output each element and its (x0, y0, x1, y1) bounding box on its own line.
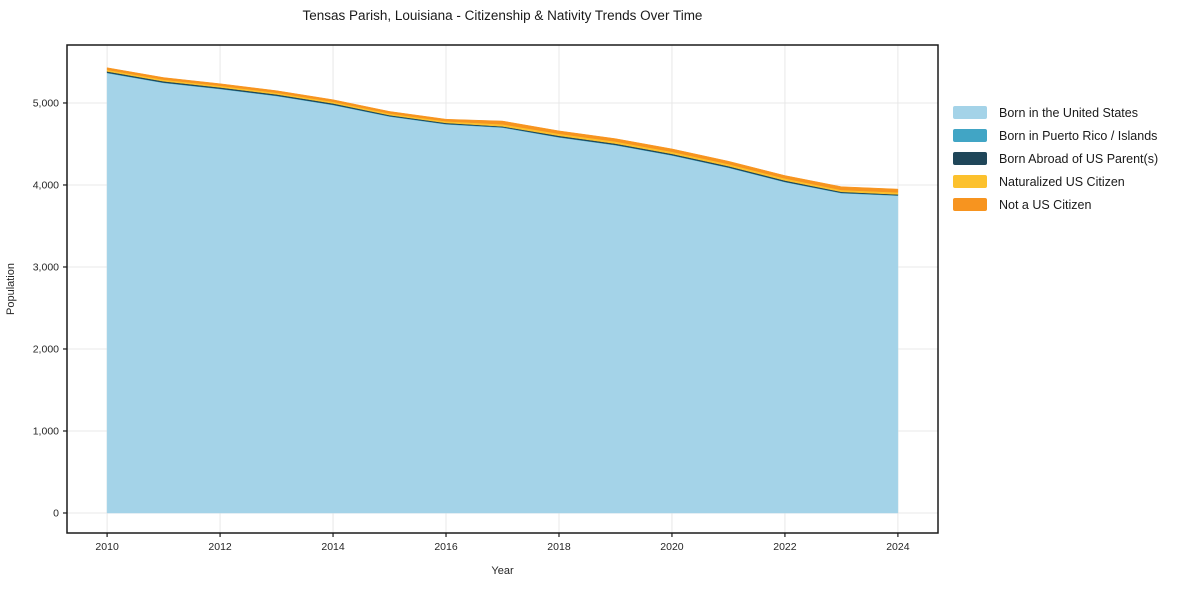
x-tick-label: 2018 (547, 541, 571, 553)
legend-swatch-icon (953, 198, 987, 211)
x-tick-label: 2024 (886, 541, 910, 553)
area-series-0 (106, 72, 899, 514)
area-series-4 (106, 67, 899, 193)
x-tick-label: 2016 (434, 541, 458, 553)
y-tick-label: 1,000 (33, 425, 59, 437)
y-tick-label: 0 (53, 507, 59, 519)
legend-swatch-icon (953, 175, 987, 188)
x-tick-label: 2014 (321, 541, 345, 553)
plot-border (66, 44, 939, 534)
legend-item-2: Born Abroad of US Parent(s) (953, 147, 1158, 170)
x-tick-label: 2012 (208, 541, 232, 553)
legend-label: Born in the United States (999, 105, 1138, 120)
legend-swatch-icon (953, 106, 987, 119)
y-tick-label: 2,000 (33, 343, 59, 355)
legend-item-3: Naturalized US Citizen (953, 170, 1158, 193)
legend-label: Not a US Citizen (999, 197, 1092, 212)
legend-label: Naturalized US Citizen (999, 174, 1125, 189)
x-tick-label: 2020 (660, 541, 684, 553)
legend-swatch-icon (953, 152, 987, 165)
y-tick-label: 5,000 (33, 97, 59, 109)
y-tick-label: 4,000 (33, 179, 59, 191)
legend-swatch-icon (953, 129, 987, 142)
legend-item-0: Born in the United States (953, 101, 1158, 124)
legend-item-4: Not a US Citizen (953, 193, 1158, 216)
legend: Born in the United States Born in Puerto … (953, 101, 1158, 216)
y-tick-label: 3,000 (33, 261, 59, 273)
legend-label: Born Abroad of US Parent(s) (999, 151, 1159, 166)
legend-item-1: Born in Puerto Rico / Islands (953, 124, 1158, 147)
y-axis-label: Population (5, 263, 17, 315)
chart-title: Tensas Parish, Louisiana - Citizenship &… (302, 8, 703, 23)
x-tick-label: 2010 (95, 541, 119, 553)
legend-label: Born in Puerto Rico / Islands (999, 128, 1158, 143)
x-axis-label: Year (491, 565, 514, 577)
x-tick-label: 2022 (773, 541, 797, 553)
